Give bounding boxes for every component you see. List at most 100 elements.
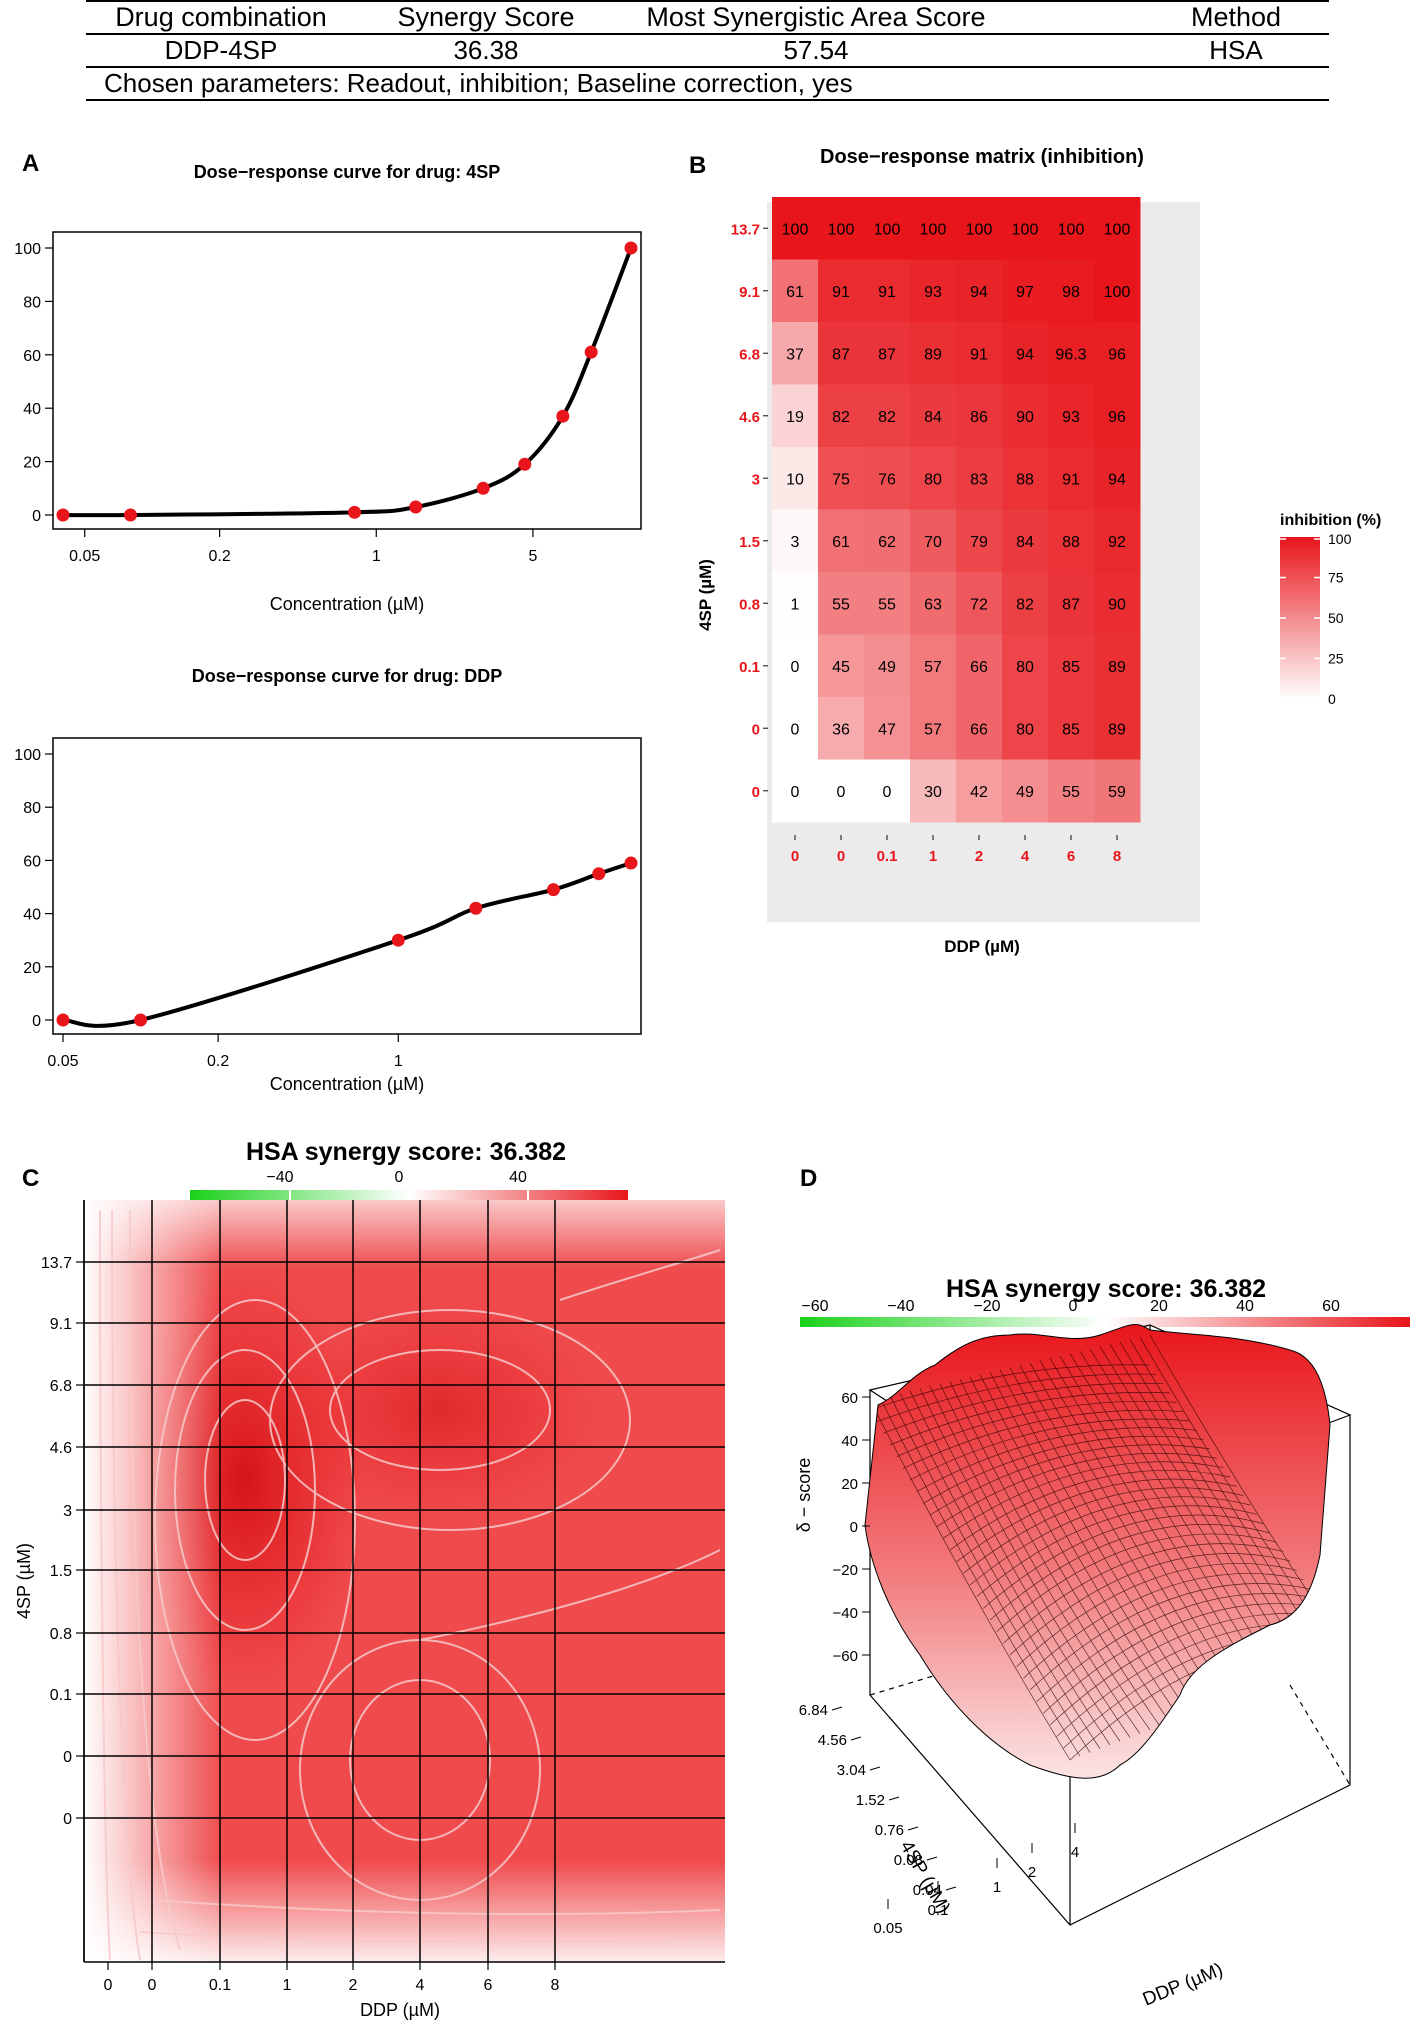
mesh-line xyxy=(883,1382,1164,1434)
cell-value: 30 xyxy=(924,784,942,801)
heatmap-cell xyxy=(1094,384,1141,448)
chart-title: Dose−response curve for drug: 4SP xyxy=(194,162,501,182)
heatmap-cell xyxy=(956,572,1003,635)
colorbar xyxy=(800,1317,1410,1327)
data-point xyxy=(592,867,606,881)
colorbar-tick-label: −40 xyxy=(887,1298,914,1315)
x-tick-label: 1 xyxy=(394,1053,403,1070)
heatmap-cell xyxy=(1002,259,1049,323)
mesh-line xyxy=(923,1435,1204,1504)
x-tick-label: 8 xyxy=(1113,848,1121,865)
heatmap-cell xyxy=(910,447,957,510)
y-tick-label: 0.1 xyxy=(50,1687,72,1704)
z-axis: 60 40 20 0 −20 −40 −60 xyxy=(833,1390,870,1665)
cell-value: 100 xyxy=(966,221,993,238)
contour-line xyxy=(174,1349,316,1631)
heatmap-cell xyxy=(1094,447,1141,510)
heatmap-cell xyxy=(1048,322,1095,385)
mesh-line xyxy=(869,1364,1151,1411)
cell-value: 82 xyxy=(1016,596,1034,613)
y-tick-label: 0.1 xyxy=(739,659,760,676)
heatmap-cell xyxy=(772,697,819,760)
cell-value: 88 xyxy=(1062,534,1080,551)
header-synergy-score: Synergy Score xyxy=(397,2,575,32)
cell-value: 91 xyxy=(1062,471,1080,488)
mesh-line xyxy=(869,1399,1071,1761)
cell-value: 0 xyxy=(791,784,800,801)
mesh-line xyxy=(1039,1360,1241,1697)
panel-label-b: B xyxy=(689,152,707,179)
cell-value: 10 xyxy=(786,471,804,488)
cell-value: 0 xyxy=(791,659,800,676)
mesh-line xyxy=(1043,1603,1324,1714)
colorbar-ticks: −40 0 40 xyxy=(266,1169,529,1201)
mesh-line xyxy=(996,1533,1277,1632)
cell-value: 55 xyxy=(832,596,850,613)
cell-value: 86 xyxy=(970,409,988,426)
x-tick-label: 0.1 xyxy=(928,1902,949,1919)
chart-ddp-curve: Dose−response curve for drug: DDP 0 20 40 6… xyxy=(14,666,642,1094)
y-tick-label: 0 xyxy=(32,508,41,525)
heatmap-cell xyxy=(1048,384,1095,448)
mesh-line xyxy=(969,1496,1251,1586)
y-tick xyxy=(888,1796,900,1801)
heatmap-cell xyxy=(910,759,957,823)
contour-line xyxy=(204,1399,286,1561)
mesh-line xyxy=(976,1505,1257,1597)
cell-value: 85 xyxy=(1062,659,1080,676)
colorbar-tick-label: −60 xyxy=(801,1298,828,1315)
y-tick-label: 9.1 xyxy=(50,1316,72,1333)
table-bottom-rule xyxy=(86,99,1329,101)
cell-value: 19 xyxy=(786,409,804,426)
z-tick-label: 20 xyxy=(841,1476,858,1493)
colorbar-tick-label: 60 xyxy=(1322,1298,1340,1315)
cell-value: 57 xyxy=(924,721,942,738)
contour-line xyxy=(111,1209,141,1961)
y-tick-label: 6.8 xyxy=(739,346,760,363)
heatmap-cell xyxy=(1094,509,1141,573)
heatmap-cell xyxy=(818,384,865,448)
cell-value: 84 xyxy=(1016,534,1034,551)
mesh-line xyxy=(1049,1358,1251,1693)
y-tick xyxy=(926,1856,938,1861)
mesh-line xyxy=(1029,1362,1231,1701)
cell-value: 82 xyxy=(878,409,896,426)
heatmap-cell xyxy=(1002,634,1049,698)
cell-value: 55 xyxy=(878,596,896,613)
box-hidden-edge xyxy=(1289,1684,1351,1786)
cell-value: 92 xyxy=(1108,534,1126,551)
cell-value: 47 xyxy=(878,721,896,738)
cell-synergy-score: 36.38 xyxy=(453,35,519,65)
y-tick-label: 20 xyxy=(23,960,41,977)
cell-value: 1 xyxy=(791,596,800,613)
legend-ticks: 0 25 50 75 100 xyxy=(1280,531,1352,707)
cell-value: 66 xyxy=(970,721,988,738)
y-tick-label: 20 xyxy=(23,455,41,472)
x-axis: 0.05 0.2 1 5 xyxy=(69,529,537,565)
cell-value: 93 xyxy=(1062,409,1080,426)
y-tick-label: 3 xyxy=(63,1503,72,1520)
legend-title: inhibition (%) xyxy=(1280,512,1381,529)
heatmap-cell xyxy=(956,322,1003,385)
heatmap-cell xyxy=(1048,572,1095,635)
y-tick-label: 0.08 xyxy=(894,1852,923,1869)
panel-label-a: A xyxy=(22,150,40,177)
heatmap-cell xyxy=(818,697,865,760)
cell-value: 62 xyxy=(878,534,896,551)
heatmap-cell xyxy=(1048,259,1095,323)
mesh-line xyxy=(1019,1365,1221,1704)
cell-value: 84 xyxy=(924,409,942,426)
cell-value: 37 xyxy=(786,346,804,363)
heatmap-cell xyxy=(1094,259,1141,323)
heatmap-cell xyxy=(910,322,957,385)
data-points xyxy=(56,241,638,522)
mesh-line xyxy=(879,1397,1081,1757)
cell-value: 90 xyxy=(1108,596,1126,613)
cell-value: 100 xyxy=(920,221,947,238)
heatmap-cell xyxy=(818,322,865,385)
data-point xyxy=(624,856,638,870)
table-top-rule xyxy=(86,0,1329,2)
cell-value: 89 xyxy=(1108,721,1126,738)
cell-value: 59 xyxy=(1108,784,1126,801)
y-tick-label: 0 xyxy=(63,1811,72,1828)
